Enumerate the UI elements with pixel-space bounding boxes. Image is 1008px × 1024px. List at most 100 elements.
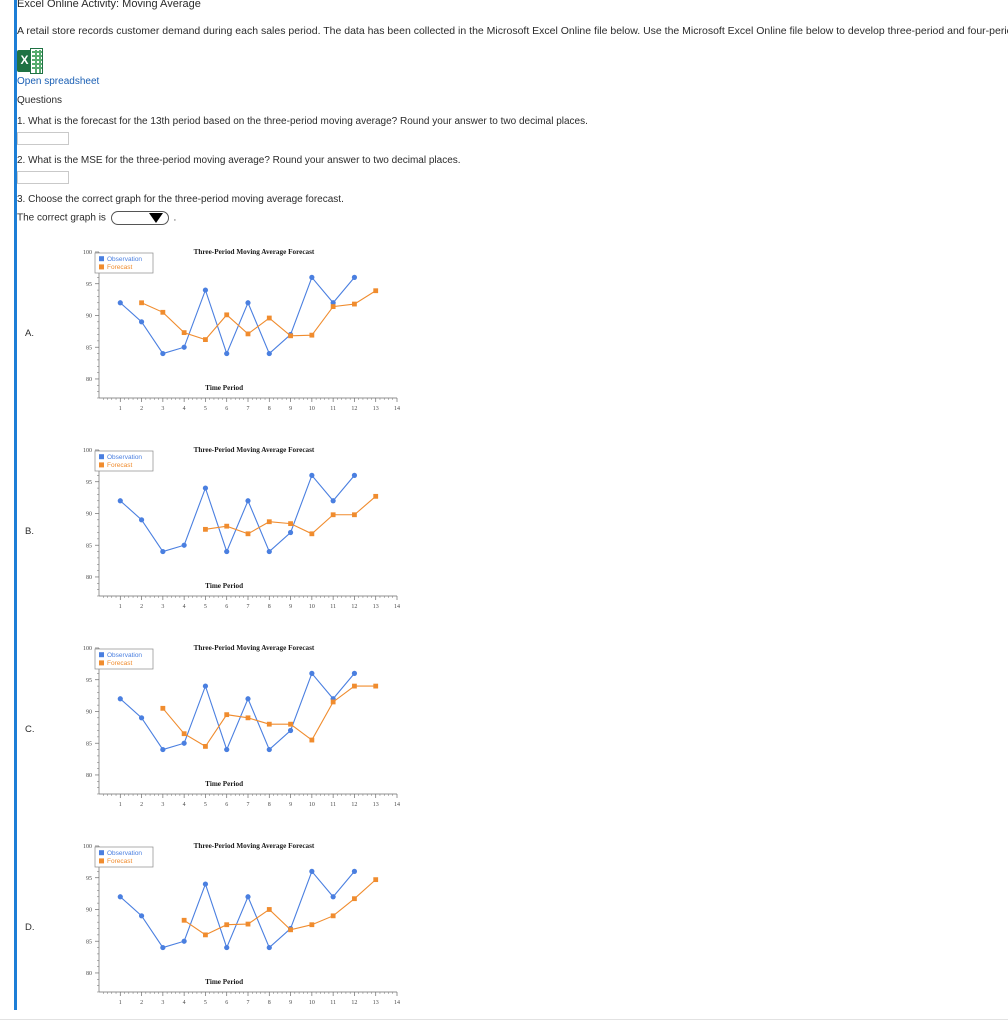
dropdown-prefix-label: The correct graph is [17,212,106,224]
svg-text:3: 3 [161,604,164,610]
svg-text:1: 1 [119,604,122,610]
svg-text:9: 9 [289,1000,292,1006]
svg-text:11: 11 [330,802,336,808]
svg-text:90: 90 [86,314,92,320]
svg-text:6: 6 [225,406,228,412]
svg-text:10: 10 [309,802,315,808]
svg-text:Observation: Observation [107,454,142,461]
correct-graph-dropdown[interactable] [110,211,169,225]
svg-text:5: 5 [204,604,207,610]
question-3-text: 3. Choose the correct graph for the thre… [17,194,344,205]
svg-text:3: 3 [161,406,164,412]
svg-text:Forecast: Forecast [107,660,132,667]
svg-text:1: 1 [119,802,122,808]
svg-text:Three-Period Moving Average Fo: Three-Period Moving Average Forecast [194,842,315,850]
svg-text:7: 7 [247,802,250,808]
page-title: Excel Online Activity: Moving Average [17,0,201,10]
graph-option-d[interactable]: D. 80 85 90 95 100 1 2 3 4 5 6 7 8 9 10 11 12 13 14 Three-P… [17,832,437,1024]
svg-text:1: 1 [119,1000,122,1006]
svg-text:Three-Period Moving Average Fo: Three-Period Moving Average Forecast [194,446,315,454]
question-1-answer-input[interactable] [17,132,69,145]
graph-option-a-plot: 80 85 90 95 100 1 2 3 4 5 6 7 8 9 10 11 12 13 14 Three-Peri… [37,238,417,441]
svg-text:9: 9 [289,604,292,610]
svg-text:13: 13 [373,406,379,412]
svg-text:6: 6 [225,604,228,610]
svg-text:8: 8 [268,406,271,412]
svg-text:95: 95 [86,876,92,882]
svg-text:12: 12 [351,802,357,808]
svg-text:85: 85 [86,939,92,945]
svg-text:4: 4 [183,802,186,808]
svg-text:100: 100 [83,448,92,454]
svg-text:9: 9 [289,802,292,808]
svg-text:Observation: Observation [107,850,142,857]
svg-text:1: 1 [119,406,122,412]
svg-text:6: 6 [225,802,228,808]
svg-text:80: 80 [86,377,92,383]
svg-text:100: 100 [83,844,92,850]
excel-icon-letter: X [20,53,29,67]
graph-option-d-letter: D. [25,922,35,933]
graph-choice-line: The correct graph is . [17,211,176,225]
graph-option-a-letter: A. [25,328,34,339]
svg-text:7: 7 [247,604,250,610]
question-2-answer-input[interactable] [17,171,69,184]
svg-text:13: 13 [373,802,379,808]
svg-text:Forecast: Forecast [107,264,132,271]
svg-text:6: 6 [225,1000,228,1006]
svg-text:2: 2 [140,604,143,610]
excel-grid-glyph [30,48,43,74]
question-1-text: 1. What is the forecast for the 13th per… [17,116,588,127]
graph-option-d-plot: 80 85 90 95 100 1 2 3 4 5 6 7 8 9 10 11 12 13 14 Three-Peri… [37,832,417,1024]
svg-text:Time Period: Time Period [205,978,243,986]
graph-option-c[interactable]: C. 80 85 90 95 100 1 2 3 4 5 6 7 8 9 10 11 12 13 14 Three-P… [17,634,437,832]
svg-text:11: 11 [330,1000,336,1006]
page-bottom-edge [0,1019,1008,1024]
svg-text:14: 14 [394,802,400,808]
graph-option-b[interactable]: B. 80 85 90 95 100 1 2 3 4 5 6 7 8 9 10 11 12 13 14 Three-P… [17,436,437,634]
svg-text:Time Period: Time Period [205,384,243,392]
graph-option-b-letter: B. [25,526,34,537]
svg-text:5: 5 [204,1000,207,1006]
intro-paragraph: A retail store records customer demand d… [17,25,1008,37]
svg-text:14: 14 [394,406,400,412]
open-spreadsheet-link[interactable]: Open spreadsheet [17,76,100,87]
svg-text:10: 10 [309,604,315,610]
svg-text:85: 85 [86,543,92,549]
svg-text:2: 2 [140,1000,143,1006]
svg-text:80: 80 [86,575,92,581]
svg-text:4: 4 [183,406,186,412]
svg-text:2: 2 [140,406,143,412]
svg-text:7: 7 [247,406,250,412]
svg-text:Three-Period Moving Average Fo: Three-Period Moving Average Forecast [194,248,315,256]
svg-text:4: 4 [183,1000,186,1006]
excel-file-icon[interactable]: X [17,48,43,74]
svg-text:Three-Period Moving Average Fo: Three-Period Moving Average Forecast [194,644,315,652]
svg-text:Time Period: Time Period [205,780,243,788]
svg-text:95: 95 [86,678,92,684]
svg-text:90: 90 [86,710,92,716]
graph-option-a[interactable]: A. 80 85 90 95 100 1 2 3 4 5 6 7 8 9 10 11 12 13 14 Three-P… [17,238,437,436]
svg-text:Observation: Observation [107,652,142,659]
svg-text:10: 10 [309,1000,315,1006]
svg-text:100: 100 [83,250,92,256]
svg-text:7: 7 [247,1000,250,1006]
svg-text:12: 12 [351,604,357,610]
svg-text:80: 80 [86,971,92,977]
svg-text:95: 95 [86,282,92,288]
svg-text:14: 14 [394,604,400,610]
question-2-text: 2. What is the MSE for the three-period … [17,155,461,166]
svg-text:90: 90 [86,908,92,914]
svg-text:11: 11 [330,604,336,610]
svg-text:85: 85 [86,345,92,351]
svg-text:85: 85 [86,741,92,747]
svg-text:4: 4 [183,604,186,610]
svg-text:12: 12 [351,406,357,412]
svg-text:8: 8 [268,1000,271,1006]
svg-text:5: 5 [204,802,207,808]
svg-text:13: 13 [373,604,379,610]
questions-heading: Questions [17,95,63,106]
excel-x-badge: X [17,50,32,72]
graph-option-c-letter: C. [25,724,35,735]
